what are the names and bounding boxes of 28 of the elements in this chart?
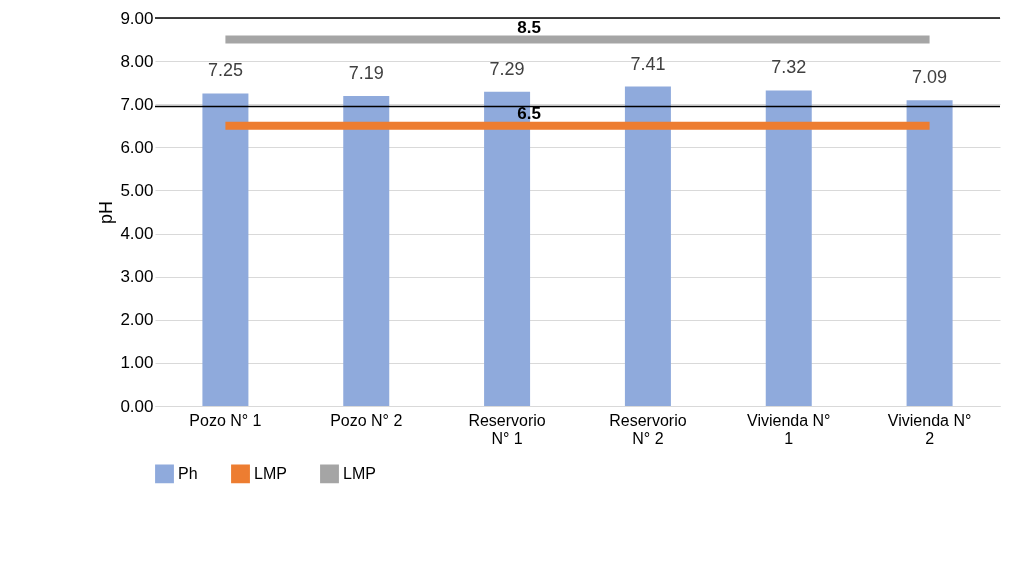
y-tick-label: 6.00 — [120, 137, 154, 157]
y-tick-label: 4.00 — [120, 224, 154, 244]
y-tick-label: 7.00 — [120, 94, 154, 114]
x-tick-label: Vivienda N° 2 — [887, 411, 972, 447]
y-tick-label: 1.00 — [120, 353, 154, 373]
data-label: 7.19 — [348, 63, 384, 84]
x-tick-label: Vivienda N° 1 — [747, 411, 831, 447]
x-tick-label: Pozo N° 1 — [189, 411, 262, 429]
y-tick-label: 2.00 — [120, 310, 154, 330]
data-label: 7.41 — [630, 53, 666, 74]
x-tick-label: Reservorio N° 2 — [609, 411, 687, 447]
y-axis-title: pH — [96, 200, 117, 225]
legend-label: LMP — [254, 464, 287, 482]
x-tick-label: Pozo N° 2 — [330, 411, 403, 429]
data-label: 6.5 — [517, 103, 541, 123]
y-tick-label: 8.00 — [120, 51, 154, 71]
y-tick-label: 9.00 — [120, 8, 154, 28]
data-label: 7.32 — [771, 57, 807, 78]
y-tick-label: 0.00 — [120, 396, 154, 416]
x-tick-label: Reservorio N° 1 — [468, 411, 546, 447]
data-label: 7.25 — [207, 60, 243, 81]
y-tick-label: 5.00 — [120, 180, 154, 200]
data-label: 8.5 — [517, 17, 541, 37]
data-label: 7.29 — [489, 58, 525, 79]
legend-label: LMP — [343, 464, 376, 482]
legend-label: Ph — [178, 464, 198, 482]
y-tick-label: 3.00 — [120, 267, 154, 287]
data-label: 7.09 — [912, 67, 948, 88]
